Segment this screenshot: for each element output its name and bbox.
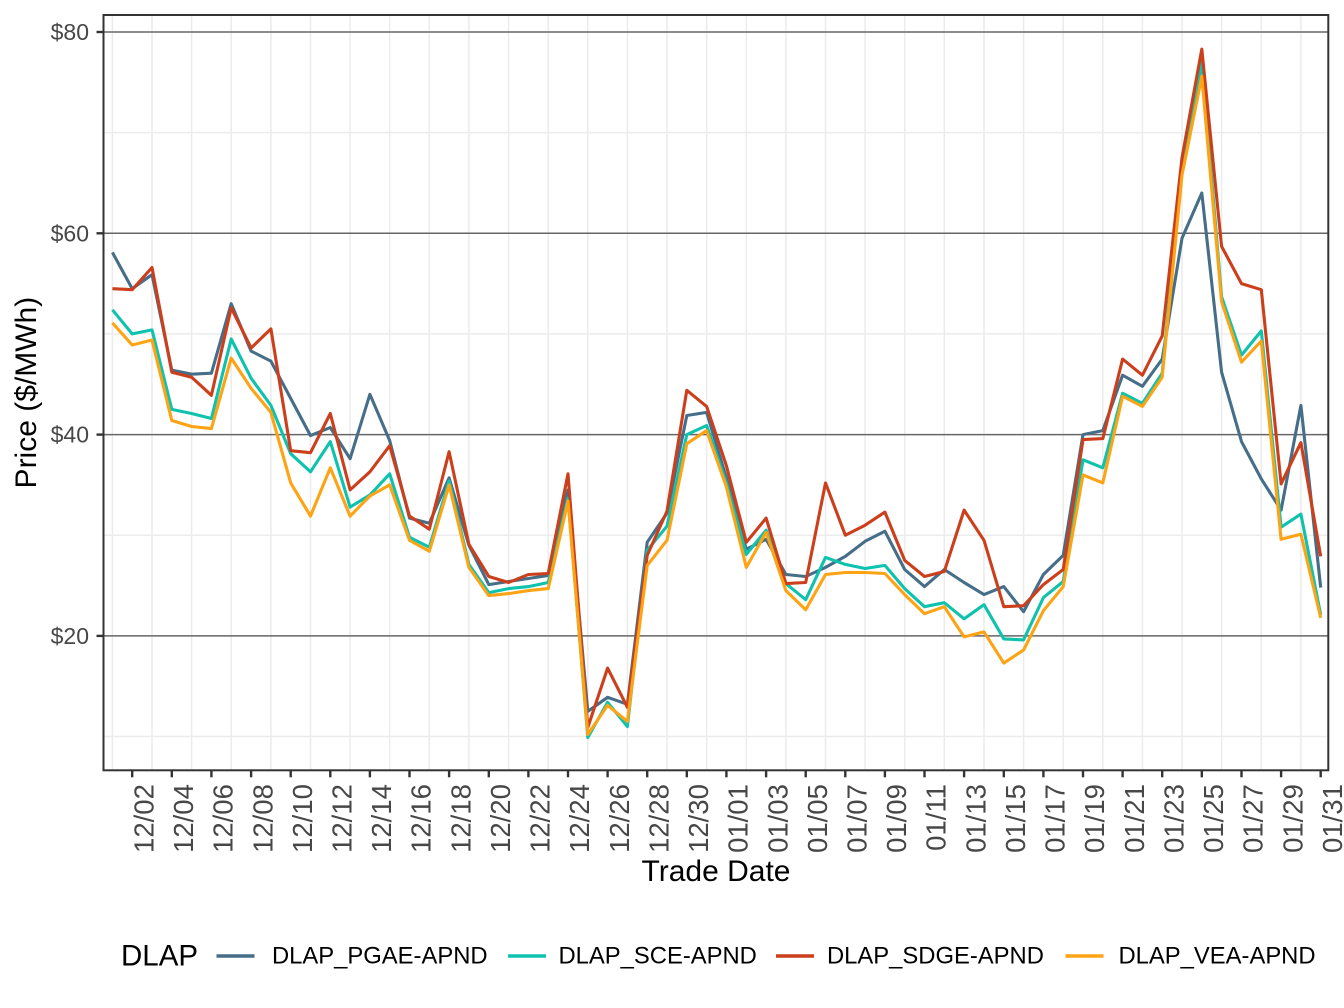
svg-text:12/28: 12/28 [643,784,674,853]
svg-text:12/18: 12/18 [445,784,476,853]
svg-text:12/16: 12/16 [406,784,437,853]
svg-text:01/19: 01/19 [1079,784,1110,853]
svg-text:Trade Date: Trade Date [642,855,791,888]
svg-text:01/27: 01/27 [1238,784,1269,853]
svg-text:12/22: 12/22 [525,784,556,853]
svg-text:12/14: 12/14 [366,784,397,853]
svg-text:01/21: 01/21 [1119,784,1150,853]
svg-text:01/25: 01/25 [1198,784,1229,853]
svg-text:Price ($/MWh): Price ($/MWh) [10,297,43,489]
svg-text:$20: $20 [51,623,89,649]
svg-text:$40: $40 [51,422,89,448]
svg-text:12/04: 12/04 [168,784,199,853]
svg-text:01/05: 01/05 [802,784,833,853]
svg-text:$60: $60 [51,220,89,246]
svg-text:01/01: 01/01 [723,784,754,853]
svg-text:12/26: 12/26 [604,784,635,853]
svg-text:01/15: 01/15 [1000,784,1031,853]
svg-text:01/29: 01/29 [1277,784,1308,853]
svg-text:12/20: 12/20 [485,784,516,853]
svg-text:DLAP_SCE-APND: DLAP_SCE-APND [559,943,757,970]
svg-text:12/30: 12/30 [683,784,714,853]
svg-text:DLAP_VEA-APND: DLAP_VEA-APND [1119,943,1316,970]
svg-text:12/10: 12/10 [287,784,318,853]
svg-text:12/24: 12/24 [564,784,595,853]
svg-text:$80: $80 [51,19,89,45]
svg-text:12/08: 12/08 [247,784,278,853]
svg-text:12/02: 12/02 [128,784,159,853]
svg-text:01/23: 01/23 [1158,784,1189,853]
svg-text:01/17: 01/17 [1040,784,1071,853]
svg-text:01/09: 01/09 [881,784,912,853]
svg-text:01/31: 01/31 [1317,784,1344,853]
svg-text:01/13: 01/13 [960,784,991,853]
svg-text:12/06: 12/06 [208,784,239,853]
svg-text:DLAP_SDGE-APND: DLAP_SDGE-APND [827,943,1044,970]
svg-text:01/03: 01/03 [762,784,793,853]
svg-text:12/12: 12/12 [327,784,358,853]
svg-text:DLAP: DLAP [121,940,198,973]
svg-text:01/07: 01/07 [842,784,873,853]
svg-text:DLAP_PGAE-APND: DLAP_PGAE-APND [272,943,488,970]
svg-text:01/11: 01/11 [921,784,952,851]
